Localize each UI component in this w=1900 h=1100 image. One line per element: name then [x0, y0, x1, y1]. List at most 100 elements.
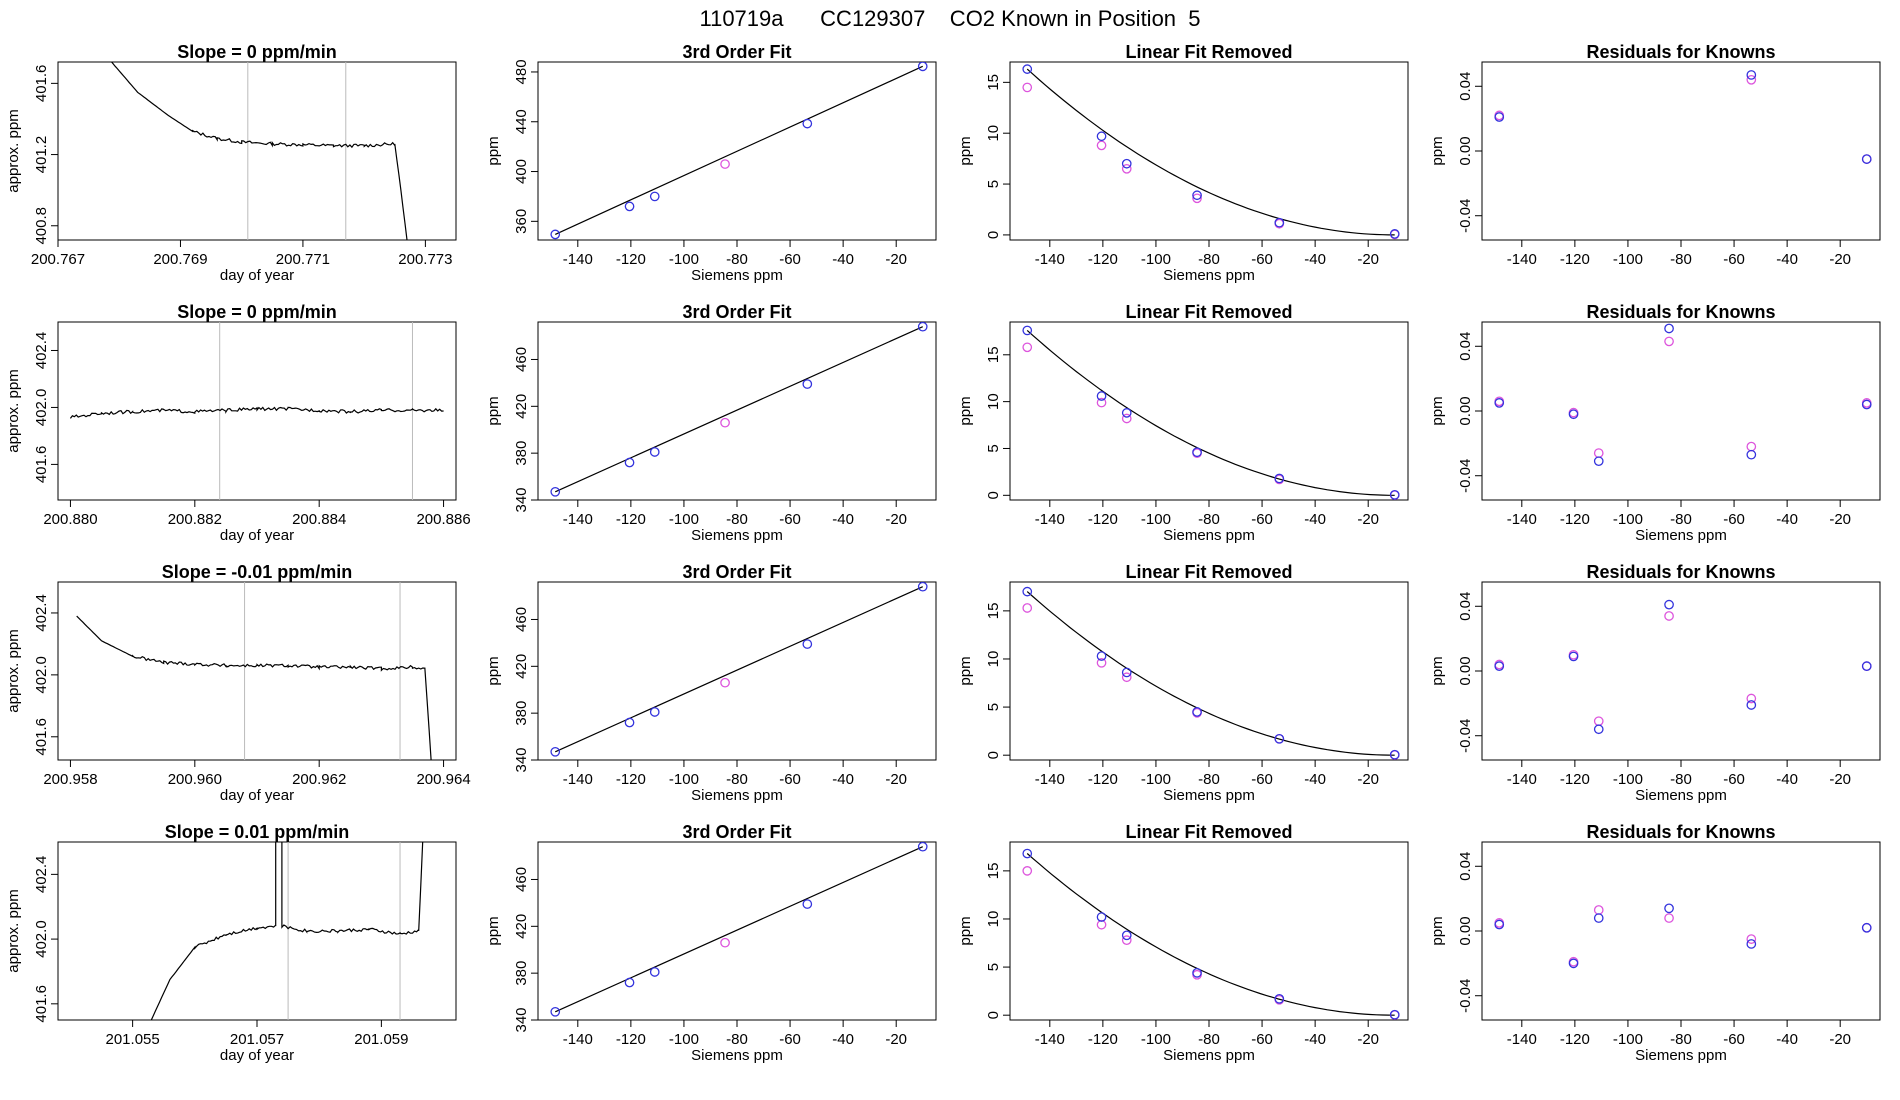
fit-curve	[1026, 68, 1395, 236]
point-blue	[624, 717, 635, 728]
point-magenta	[1664, 913, 1674, 923]
point-blue	[802, 899, 813, 909]
plot-frame	[1481, 61, 1881, 241]
point-blue	[1274, 217, 1285, 228]
point-magenta	[1022, 866, 1033, 876]
y-tick-label: 15	[985, 603, 1002, 620]
x-tick-label: -120	[1088, 771, 1118, 788]
fit-curve	[1026, 853, 1395, 1016]
x-tick-label: -20	[885, 771, 907, 788]
y-axis-label: ppm	[1429, 916, 1446, 945]
point-magenta	[1192, 193, 1202, 204]
y-tick-label: 402.4	[33, 594, 50, 632]
x-tick-label: 201.059	[354, 1031, 408, 1048]
x-tick-label: 200.880	[43, 511, 97, 528]
point-blue	[1022, 64, 1033, 74]
panel-title: Linear Fit Removed	[1125, 42, 1292, 62]
point-blue	[550, 486, 561, 497]
point-blue	[1568, 409, 1579, 420]
y-tick-label: 0	[985, 491, 1002, 499]
x-tick-label: 200.769	[153, 251, 207, 268]
point-blue	[1861, 922, 1872, 933]
point-blue	[649, 707, 660, 717]
point-blue	[917, 582, 928, 592]
point-blue	[1746, 700, 1757, 710]
x-tick-label: 201.055	[106, 1031, 160, 1048]
x-tick-label: -120	[616, 251, 646, 268]
panel-title: Linear Fit Removed	[1125, 302, 1292, 322]
plot-frame	[1009, 321, 1409, 501]
x-axis-label: Siemens ppm	[691, 787, 783, 804]
x-tick-label: -100	[669, 1031, 699, 1048]
x-axis-label: Siemens ppm	[1163, 1047, 1255, 1064]
x-tick-label: -120	[1560, 771, 1590, 788]
x-axis-label: Siemens ppm	[691, 1047, 783, 1064]
x-tick-label: -140	[1035, 1031, 1065, 1048]
y-tick-label: 0.04	[1457, 592, 1474, 621]
y-tick-label: 401.6	[33, 718, 50, 756]
point-blue	[649, 967, 660, 977]
x-tick-label: -60	[1251, 251, 1273, 268]
point-magenta	[1121, 163, 1132, 174]
point-magenta	[720, 677, 730, 688]
plot-area	[550, 322, 928, 497]
data-trace	[69, 406, 444, 419]
point-blue	[917, 322, 928, 332]
point-magenta	[1096, 657, 1107, 668]
y-tick-label: 5	[985, 963, 1002, 971]
x-tick-label: 200.882	[168, 511, 222, 528]
y-tick-label: 420	[513, 654, 530, 679]
x-tick-label: 200.884	[292, 511, 346, 528]
point-magenta	[1096, 919, 1107, 930]
y-tick-label: 15	[985, 74, 1002, 91]
x-tick-label: -120	[1088, 251, 1118, 268]
plot-area	[1022, 848, 1400, 1020]
y-axis-label: ppm	[1429, 136, 1446, 165]
plot-frame	[1009, 61, 1409, 241]
point-blue	[802, 118, 813, 129]
y-tick-label: 340	[513, 747, 530, 772]
point-blue	[1022, 848, 1033, 859]
panel-2: 3rd Order Fit -140 -120 -100 -80 -60 -40 -20 360…	[485, 42, 937, 284]
panel-1: Slope = 0 ppm/min 200.767 200.769 200.771 20…	[5, 42, 457, 284]
point-blue	[649, 447, 660, 457]
point-blue	[1274, 993, 1285, 1004]
point-magenta	[1121, 413, 1132, 424]
point-magenta	[1746, 74, 1757, 85]
y-axis-label: ppm	[485, 656, 502, 685]
y-tick-label: 401.6	[33, 65, 50, 103]
x-tick-label: -140	[563, 511, 593, 528]
panel-9: Slope = -0.01 ppm/min 200.958 200.960 200.9…	[5, 562, 471, 804]
y-tick-label: 402.0	[33, 656, 50, 694]
x-tick-label: -40	[832, 251, 854, 268]
y-tick-label: 402.4	[33, 856, 50, 894]
fit-curve	[1026, 329, 1395, 496]
y-tick-label: 440	[513, 109, 530, 134]
y-tick-label: -0.04	[1457, 979, 1474, 1013]
x-axis-label: Siemens ppm	[1163, 267, 1255, 284]
fit-line	[555, 586, 923, 753]
point-blue	[1861, 154, 1872, 164]
y-tick-label: 380	[513, 701, 530, 726]
point-blue	[1096, 912, 1107, 922]
panel-8: Residuals for Knowns -140 -120 -100 -80 -60 -4…	[1429, 302, 1881, 544]
point-blue	[1192, 968, 1202, 978]
point-magenta	[1746, 934, 1757, 944]
panel-14: 3rd Order Fit -140 -120 -100 -80 -60 -40 -20 340…	[485, 822, 937, 1064]
x-tick-label: -140	[1507, 1031, 1537, 1048]
x-tick-label: -60	[1723, 771, 1745, 788]
y-axis-label: ppm	[485, 136, 502, 165]
x-tick-label: -60	[779, 511, 801, 528]
point-blue	[1389, 229, 1400, 239]
x-tick-label: -80	[726, 511, 748, 528]
panel-10: 3rd Order Fit -140 -120 -100 -80 -60 -40 -20 340…	[485, 562, 937, 804]
y-tick-label: 10	[985, 911, 1002, 928]
x-tick-label: -100	[1613, 771, 1643, 788]
x-axis-label: Siemens ppm	[1163, 787, 1255, 804]
y-axis-label: ppm	[1429, 656, 1446, 685]
plot-frame	[1481, 321, 1881, 501]
x-tick-label: -100	[1141, 511, 1171, 528]
x-tick-label: -80	[1198, 1031, 1220, 1048]
y-tick-label: 420	[513, 394, 530, 419]
